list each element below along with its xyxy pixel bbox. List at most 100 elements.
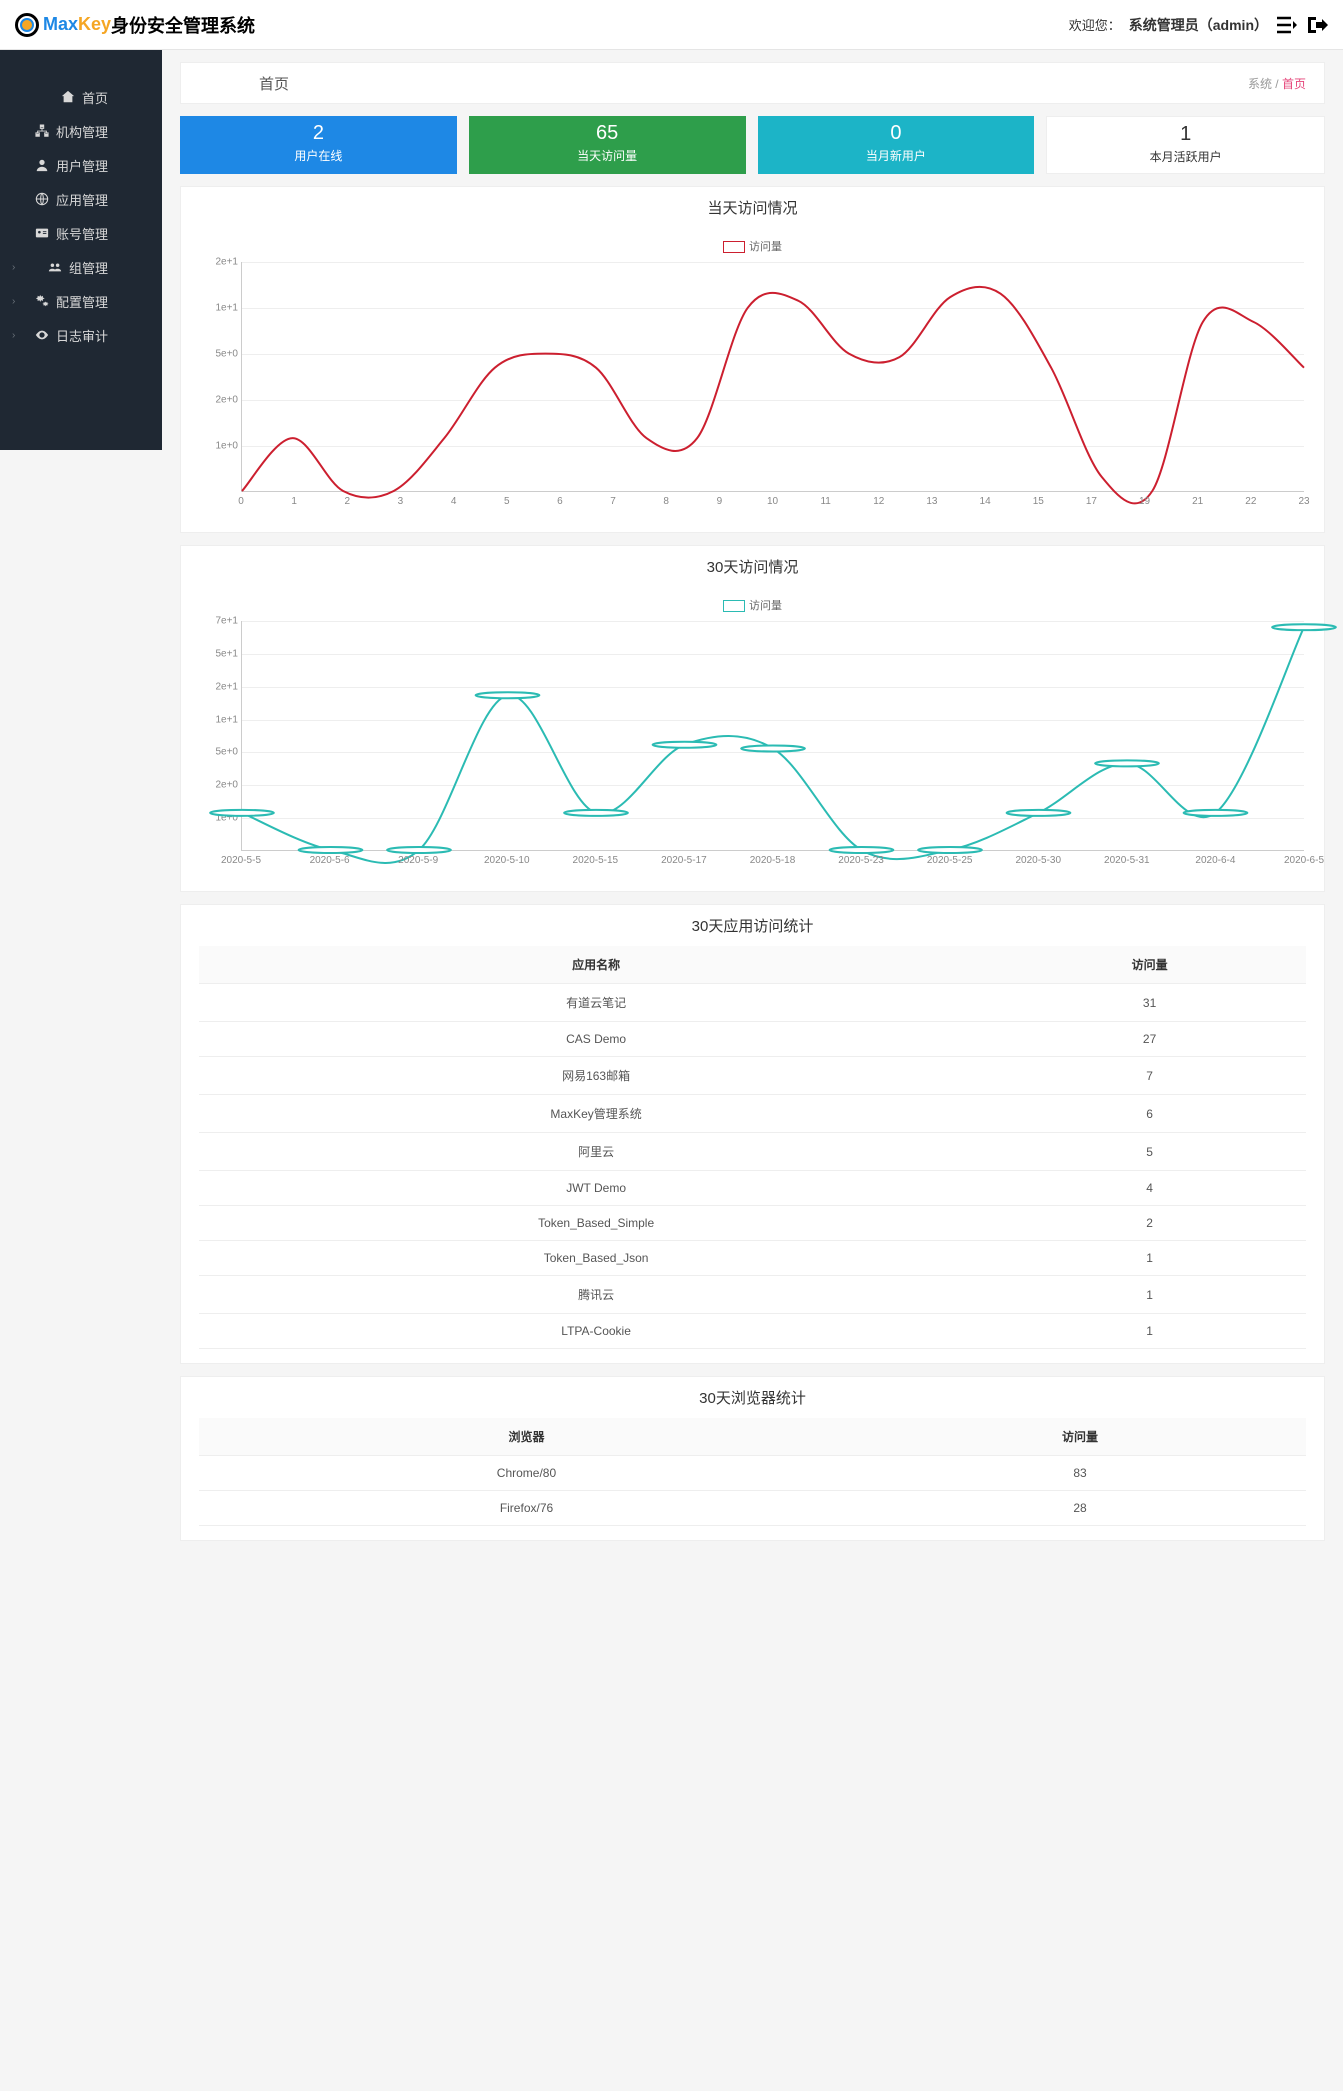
x-axis: 2020-5-52020-5-62020-5-92020-5-102020-5-… bbox=[241, 855, 1304, 871]
table-cell: 7 bbox=[993, 1057, 1306, 1095]
table-cell: 有道云笔记 bbox=[199, 984, 993, 1022]
logout-icon[interactable] bbox=[1306, 14, 1328, 36]
panel-today-visits: 当天访问情况 访问量1e+02e+05e+01e+12e+10123456789… bbox=[180, 186, 1325, 533]
logo-text-rest: 身份安全管理系统 bbox=[111, 12, 255, 38]
table-cell: 1 bbox=[993, 1241, 1306, 1276]
sidebar-item-home[interactable]: 首页 bbox=[0, 80, 162, 114]
x-axis-label: 17 bbox=[1086, 496, 1097, 507]
stat-value: 65 bbox=[469, 122, 746, 145]
sidebar-item-group[interactable]: ›组管理 bbox=[0, 250, 162, 284]
x-axis-label: 14 bbox=[980, 496, 991, 507]
stat-cards: 2用户在线65当天访问量0当月新用户1本月活跃用户 bbox=[180, 116, 1325, 174]
chevron-right-icon: › bbox=[12, 330, 15, 341]
table-cell: Token_Based_Json bbox=[199, 1241, 993, 1276]
sidebar-item-label: 账号管理 bbox=[56, 224, 108, 243]
app-visits-table: 应用名称访问量有道云笔记31CAS Demo27网易163邮箱7MaxKey管理… bbox=[199, 946, 1306, 1349]
table-header: 访问量 bbox=[993, 946, 1306, 984]
panel-30d-visits: 30天访问情况 访问量1e+02e+05e+01e+12e+15e+17e+12… bbox=[180, 545, 1325, 892]
x-axis-label: 6 bbox=[557, 496, 563, 507]
table-cell: 27 bbox=[993, 1022, 1306, 1057]
table-cell: 阿里云 bbox=[199, 1133, 993, 1171]
breadcrumb-active[interactable]: 首页 bbox=[1282, 77, 1306, 91]
x-axis-label: 5 bbox=[504, 496, 510, 507]
x-axis-label: 2020-6-4 bbox=[1195, 855, 1235, 866]
sidebar-item-globe[interactable]: 应用管理 bbox=[0, 182, 162, 216]
sidebar-item-label: 首页 bbox=[82, 88, 108, 107]
chart-svg bbox=[242, 262, 1304, 491]
sidebar-item-label: 用户管理 bbox=[56, 156, 108, 175]
x-axis-label: 12 bbox=[873, 496, 884, 507]
table-cell: 2 bbox=[993, 1206, 1306, 1241]
x-axis-label: 2020-5-30 bbox=[1015, 855, 1061, 866]
x-axis-label: 2 bbox=[345, 496, 351, 507]
stat-value: 0 bbox=[758, 122, 1035, 145]
x-axis-label: 22 bbox=[1245, 496, 1256, 507]
stat-value: 1 bbox=[1047, 123, 1324, 146]
sidebar-item-user[interactable]: 用户管理 bbox=[0, 148, 162, 182]
x-axis-label: 2020-5-10 bbox=[484, 855, 530, 866]
stat-label: 用户在线 bbox=[180, 147, 457, 164]
y-axis-label: 7e+1 bbox=[204, 616, 238, 627]
table-row: LTPA-Cookie1 bbox=[199, 1314, 1306, 1349]
chart-legend: 访问量 bbox=[201, 597, 1304, 613]
table-row: 网易163邮箱7 bbox=[199, 1057, 1306, 1095]
sidebar-item-org[interactable]: 机构管理 bbox=[0, 114, 162, 148]
y-axis-label: 5e+1 bbox=[204, 648, 238, 659]
table-header: 应用名称 bbox=[199, 946, 993, 984]
x-axis-label: 4 bbox=[451, 496, 457, 507]
stat-card: 65当天访问量 bbox=[469, 116, 746, 174]
x-axis-label: 2020-5-15 bbox=[573, 855, 619, 866]
table-cell: JWT Demo bbox=[199, 1171, 993, 1206]
table-row: JWT Demo4 bbox=[199, 1171, 1306, 1206]
x-axis-label: 2020-5-6 bbox=[310, 855, 350, 866]
page-header: 首页 系统 / 首页 bbox=[180, 62, 1325, 104]
stat-card: 1本月活跃用户 bbox=[1046, 116, 1325, 174]
app-header: MaxKey身份安全管理系统 欢迎您： 系统管理员（admin） bbox=[0, 0, 1343, 50]
today-visit-chart: 访问量1e+02e+05e+01e+12e+101234567891011121… bbox=[201, 238, 1304, 512]
breadcrumb-sep: / bbox=[1272, 77, 1282, 91]
x-axis-label: 11 bbox=[820, 496, 830, 507]
sidebar-item-id-card[interactable]: 账号管理 bbox=[0, 216, 162, 250]
table-row: CAS Demo27 bbox=[199, 1022, 1306, 1057]
table-row: Chrome/8083 bbox=[199, 1456, 1306, 1491]
table-row: Token_Based_Json1 bbox=[199, 1241, 1306, 1276]
table-cell: 1 bbox=[993, 1276, 1306, 1314]
page-title: 首页 bbox=[259, 73, 289, 94]
welcome-text: 欢迎您： bbox=[1069, 15, 1121, 34]
plot-area: 1e+02e+05e+01e+12e+15e+17e+1 bbox=[241, 621, 1304, 851]
table-cell: 1 bbox=[993, 1314, 1306, 1349]
panel-app-stats: 30天应用访问统计 应用名称访问量有道云笔记31CAS Demo27网易163邮… bbox=[180, 904, 1325, 1364]
table-cell: MaxKey管理系统 bbox=[199, 1095, 993, 1133]
id-card-icon bbox=[34, 225, 50, 241]
x-axis-label: 21 bbox=[1192, 496, 1203, 507]
table-row: Token_Based_Simple2 bbox=[199, 1206, 1306, 1241]
table-cell: LTPA-Cookie bbox=[199, 1314, 993, 1349]
legend-label: 访问量 bbox=[749, 600, 782, 612]
table-cell: Token_Based_Simple bbox=[199, 1206, 993, 1241]
x-axis-label: 3 bbox=[398, 496, 404, 507]
sidebar-item-label: 日志审计 bbox=[56, 326, 108, 345]
x-axis-label: 2020-5-17 bbox=[661, 855, 707, 866]
x-axis-label: 19 bbox=[1139, 496, 1150, 507]
x-axis-label: 9 bbox=[717, 496, 723, 507]
table-cell: 83 bbox=[854, 1456, 1306, 1491]
sidebar-item-label: 配置管理 bbox=[56, 292, 108, 311]
x-axis-label: 0 bbox=[238, 496, 244, 507]
admin-name: 系统管理员（admin） bbox=[1129, 15, 1268, 35]
panel-title: 当天访问情况 bbox=[181, 187, 1324, 228]
table-cell: Chrome/80 bbox=[199, 1456, 854, 1491]
legend-swatch bbox=[723, 241, 745, 253]
home-icon bbox=[60, 89, 76, 105]
table-row: Firefox/7628 bbox=[199, 1491, 1306, 1526]
menu-collapse-icon[interactable] bbox=[1276, 14, 1298, 36]
y-axis-label: 5e+0 bbox=[204, 747, 238, 758]
table-row: MaxKey管理系统6 bbox=[199, 1095, 1306, 1133]
sidebar: 首页机构管理用户管理应用管理账号管理 ›组管理›配置管理 › 日志审计 bbox=[0, 50, 162, 450]
x-axis-label: 2020-6-5 bbox=[1284, 855, 1324, 866]
sidebar-item-eye[interactable]: › 日志审计 bbox=[0, 318, 162, 352]
y-axis-label: 2e+0 bbox=[204, 780, 238, 791]
main-content: 首页 系统 / 首页 2用户在线65当天访问量0当月新用户1本月活跃用户 当天访… bbox=[162, 62, 1343, 1583]
x-axis-label: 7 bbox=[610, 496, 616, 507]
table-cell: Firefox/76 bbox=[199, 1491, 854, 1526]
sidebar-item-gears[interactable]: ›配置管理 bbox=[0, 284, 162, 318]
